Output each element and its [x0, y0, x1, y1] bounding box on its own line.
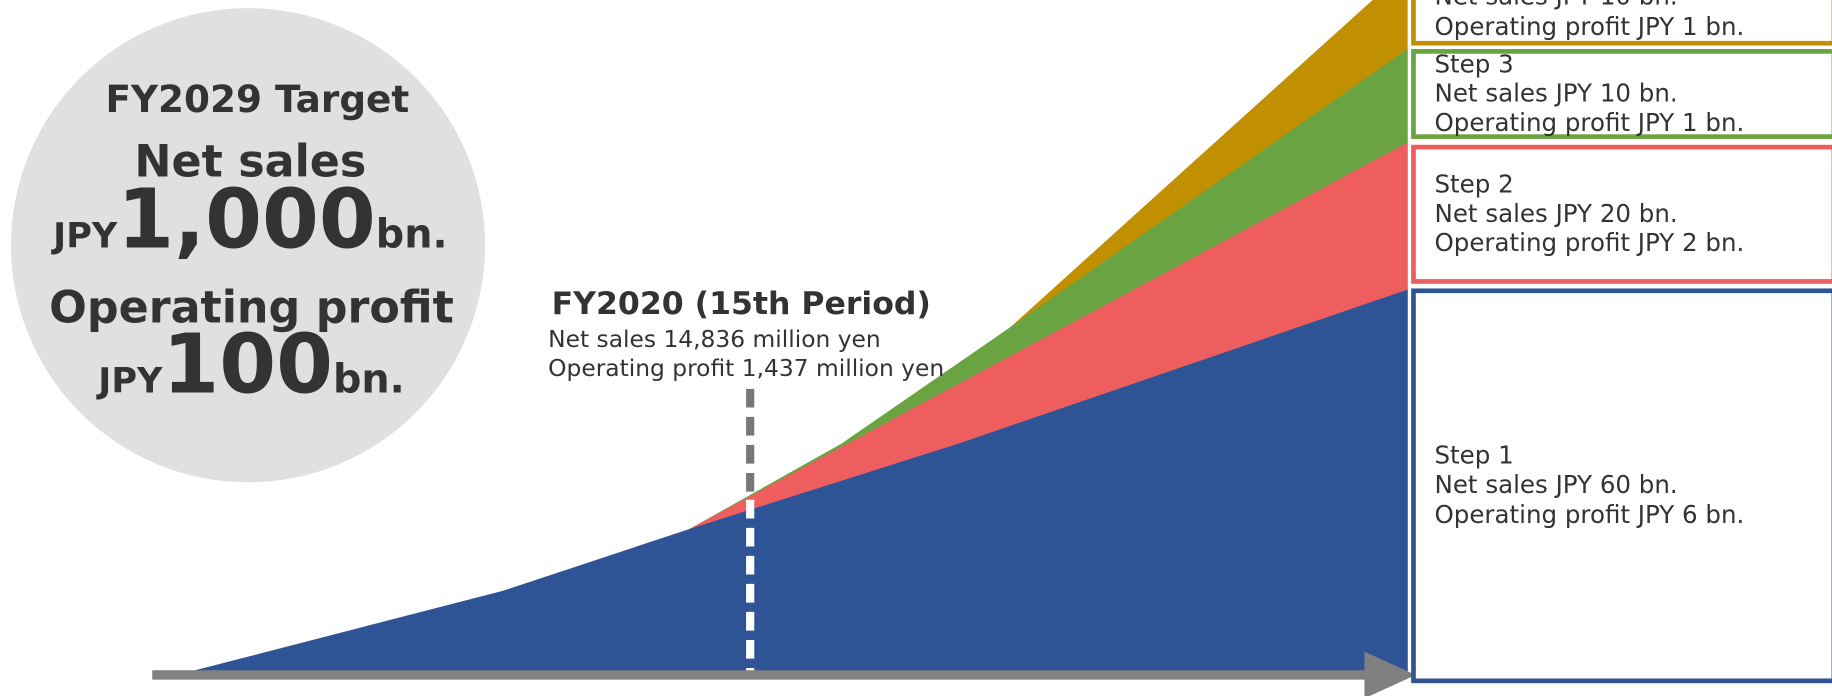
- annotation-line: Operating profit 1,437 million yen: [548, 354, 944, 382]
- step-text: Operating profit JPY 6 bn.: [1434, 500, 1744, 529]
- suffix: bn.: [376, 212, 448, 258]
- op-profit-value: JPY100bn.: [96, 317, 404, 412]
- area-step1: [181, 289, 1408, 674]
- step-box: [1411, 0, 1832, 46]
- step-text: Net sales JPY 60 bn.: [1434, 470, 1677, 499]
- axis-arrowhead: [1364, 651, 1416, 696]
- step-text: Operating profit JPY 1 bn.: [1434, 12, 1744, 41]
- amount: 100: [162, 317, 333, 412]
- step-text: Net sales JPY 10 bn.: [1434, 0, 1677, 11]
- prefix: JPY: [51, 216, 118, 257]
- prefix: JPY: [96, 360, 163, 401]
- step-text: Operating profit JPY 1 bn.: [1434, 108, 1744, 137]
- step-text: Operating profit JPY 2 bn.: [1434, 228, 1744, 257]
- step-text: Step 1: [1434, 441, 1513, 470]
- step-box: [1411, 288, 1832, 684]
- step-box: [1411, 49, 1832, 139]
- amount: 1,000: [117, 173, 376, 268]
- net-sales-label: Net sales: [134, 136, 366, 187]
- step-text: Net sales JPY 10 bn.: [1434, 79, 1677, 108]
- suffix: bn.: [333, 356, 405, 402]
- annotation-line: Net sales 14,836 million yen: [548, 325, 881, 353]
- target-title: FY2029 Target: [105, 77, 409, 121]
- op-profit-label: Operating profit: [49, 282, 454, 333]
- net-sales-value: JPY1,000bn.: [51, 173, 447, 268]
- target-circle: [10, 8, 486, 483]
- step-box: [1411, 144, 1832, 284]
- step-text: Net sales JPY 20 bn.: [1434, 199, 1677, 228]
- step-text: Step 2: [1434, 170, 1513, 199]
- step-text: Step 3: [1434, 49, 1513, 78]
- annotation-title: FY2020 (15th Period): [552, 286, 931, 322]
